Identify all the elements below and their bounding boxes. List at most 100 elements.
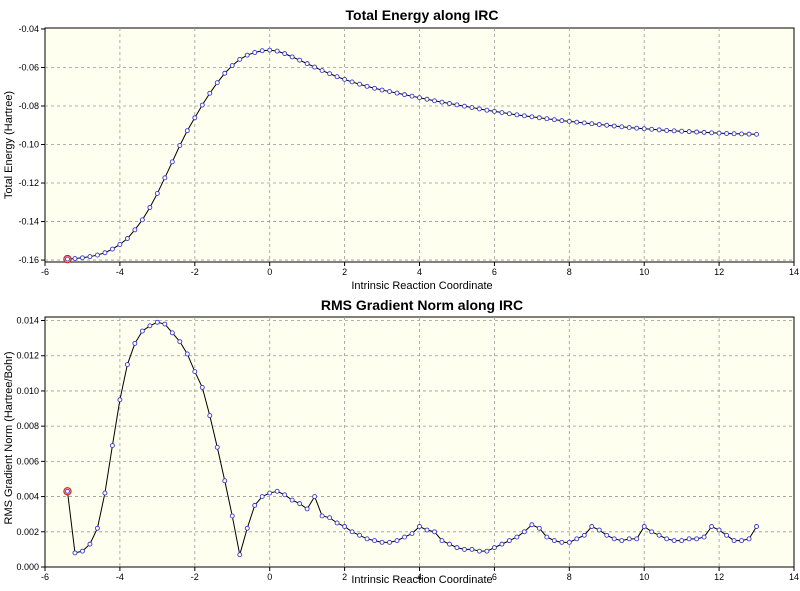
energy-data-point bbox=[671, 128, 677, 134]
gradient-data-point bbox=[746, 536, 752, 542]
gradient-y-tick-label: 0.002 bbox=[16, 527, 39, 537]
energy-data-point bbox=[679, 128, 685, 134]
energy-data-point bbox=[619, 124, 625, 130]
gradient-y-tick-label: 0.014 bbox=[16, 316, 39, 326]
gradient-data-point bbox=[199, 384, 205, 390]
energy-data-point bbox=[626, 125, 632, 131]
energy-x-axis-label: Intrinsic Reaction Coordinate bbox=[351, 280, 492, 292]
energy-x-tick-label: 12 bbox=[714, 267, 724, 277]
energy-data-point bbox=[716, 130, 722, 136]
energy-x-tick-label: 4 bbox=[417, 267, 422, 277]
gradient-data-point bbox=[387, 539, 392, 545]
gradient-data-point bbox=[267, 490, 273, 496]
energy-data-point bbox=[581, 120, 587, 126]
gradient-data-point bbox=[521, 529, 527, 535]
energy-y-tick-label: -0.04 bbox=[18, 24, 39, 34]
gradient-data-point bbox=[461, 546, 467, 552]
gradient-x-tick-label: 8 bbox=[567, 572, 572, 582]
energy-data-point bbox=[701, 129, 707, 135]
energy-y-tick-label: -0.08 bbox=[18, 101, 39, 111]
gradient-data-point bbox=[139, 328, 145, 334]
gradient-data-point bbox=[94, 525, 100, 531]
gradient-data-point bbox=[731, 538, 737, 544]
gradient-y-tick-label: 0.008 bbox=[16, 421, 39, 431]
energy-data-point bbox=[72, 256, 78, 261]
gradient-data-point bbox=[379, 539, 385, 545]
energy-data-point bbox=[387, 89, 392, 95]
energy-data-point bbox=[589, 121, 595, 127]
gradient-data-point bbox=[544, 534, 550, 540]
gradient-x-tick-label: -4 bbox=[116, 572, 124, 582]
gradient-y-tick-label: 0.012 bbox=[16, 351, 39, 361]
energy-data-point bbox=[65, 256, 70, 262]
gradient-data-point bbox=[65, 488, 70, 494]
energy-chart-title: Total Energy along IRC bbox=[346, 7, 499, 23]
energy-data-point bbox=[297, 57, 303, 63]
gradient-data-point bbox=[72, 550, 78, 556]
gradient-data-point bbox=[619, 538, 625, 544]
energy-data-point bbox=[544, 116, 550, 122]
gradient-data-point bbox=[716, 527, 722, 533]
gradient-data-point bbox=[252, 502, 258, 508]
energy-data-point bbox=[334, 74, 340, 80]
energy-data-point bbox=[244, 52, 250, 58]
gradient-data-point bbox=[529, 522, 535, 528]
energy-data-point bbox=[491, 108, 497, 114]
gradient-data-point bbox=[664, 536, 670, 542]
gradient-data-point bbox=[402, 534, 407, 540]
energy-data-point bbox=[259, 48, 265, 54]
energy-data-point bbox=[364, 83, 370, 89]
energy-data-point bbox=[207, 90, 213, 96]
gradient-data-point bbox=[656, 532, 662, 538]
gradient-data-point bbox=[724, 532, 730, 538]
gradient-data-point bbox=[162, 321, 168, 327]
gradient-data-point bbox=[184, 351, 190, 357]
energy-data-point bbox=[484, 107, 490, 113]
gradient-data-point bbox=[491, 545, 497, 551]
gradient-data-point bbox=[454, 545, 460, 551]
energy-y-tick-label: -0.16 bbox=[18, 255, 39, 265]
gradient-gridlines bbox=[41, 317, 795, 571]
gradient-data-point bbox=[109, 443, 115, 448]
gradient-y-tick-label: 0.000 bbox=[16, 562, 39, 572]
energy-data-point bbox=[499, 110, 505, 115]
energy-x-tick-label: -4 bbox=[116, 267, 124, 277]
gradient-data-point bbox=[551, 538, 557, 544]
energy-data-point bbox=[476, 106, 482, 112]
energy-x-tick-label: 2 bbox=[342, 267, 347, 277]
energy-data-point bbox=[79, 255, 85, 261]
energy-data-point bbox=[709, 130, 715, 136]
energy-data-point bbox=[402, 92, 407, 98]
gradient-data-point bbox=[177, 339, 183, 345]
energy-data-point bbox=[409, 93, 415, 99]
energy-data-point bbox=[132, 227, 138, 233]
energy-data-point bbox=[184, 128, 190, 134]
energy-data-point bbox=[154, 190, 160, 196]
energy-data-point bbox=[102, 250, 108, 256]
gradient-data-point bbox=[244, 525, 250, 531]
energy-data-point bbox=[746, 131, 752, 137]
energy-data-point bbox=[724, 131, 730, 136]
energy-data-point bbox=[147, 205, 153, 210]
energy-data-point bbox=[424, 96, 430, 102]
gradient-data-point bbox=[536, 525, 542, 531]
energy-x-tick-label: -6 bbox=[41, 267, 49, 277]
gradient-data-point bbox=[87, 541, 93, 547]
gradient-data-point bbox=[604, 532, 610, 538]
gradient-data-point bbox=[611, 536, 617, 542]
energy-data-point bbox=[641, 126, 647, 132]
gradient-data-point bbox=[566, 539, 572, 545]
energy-data-point bbox=[611, 123, 617, 129]
energy-data-point bbox=[192, 115, 198, 121]
gradient-data-point bbox=[229, 513, 235, 519]
energy-y-tick-label: -0.14 bbox=[18, 217, 39, 227]
gradient-data-point bbox=[117, 397, 123, 403]
gradient-x-tick-label: 2 bbox=[342, 572, 347, 582]
energy-y-tick-label: -0.12 bbox=[18, 178, 39, 188]
energy-data-point bbox=[237, 56, 243, 62]
gradient-data-point bbox=[694, 536, 700, 542]
energy-data-point bbox=[514, 112, 520, 118]
gradient-data-point bbox=[334, 520, 340, 526]
